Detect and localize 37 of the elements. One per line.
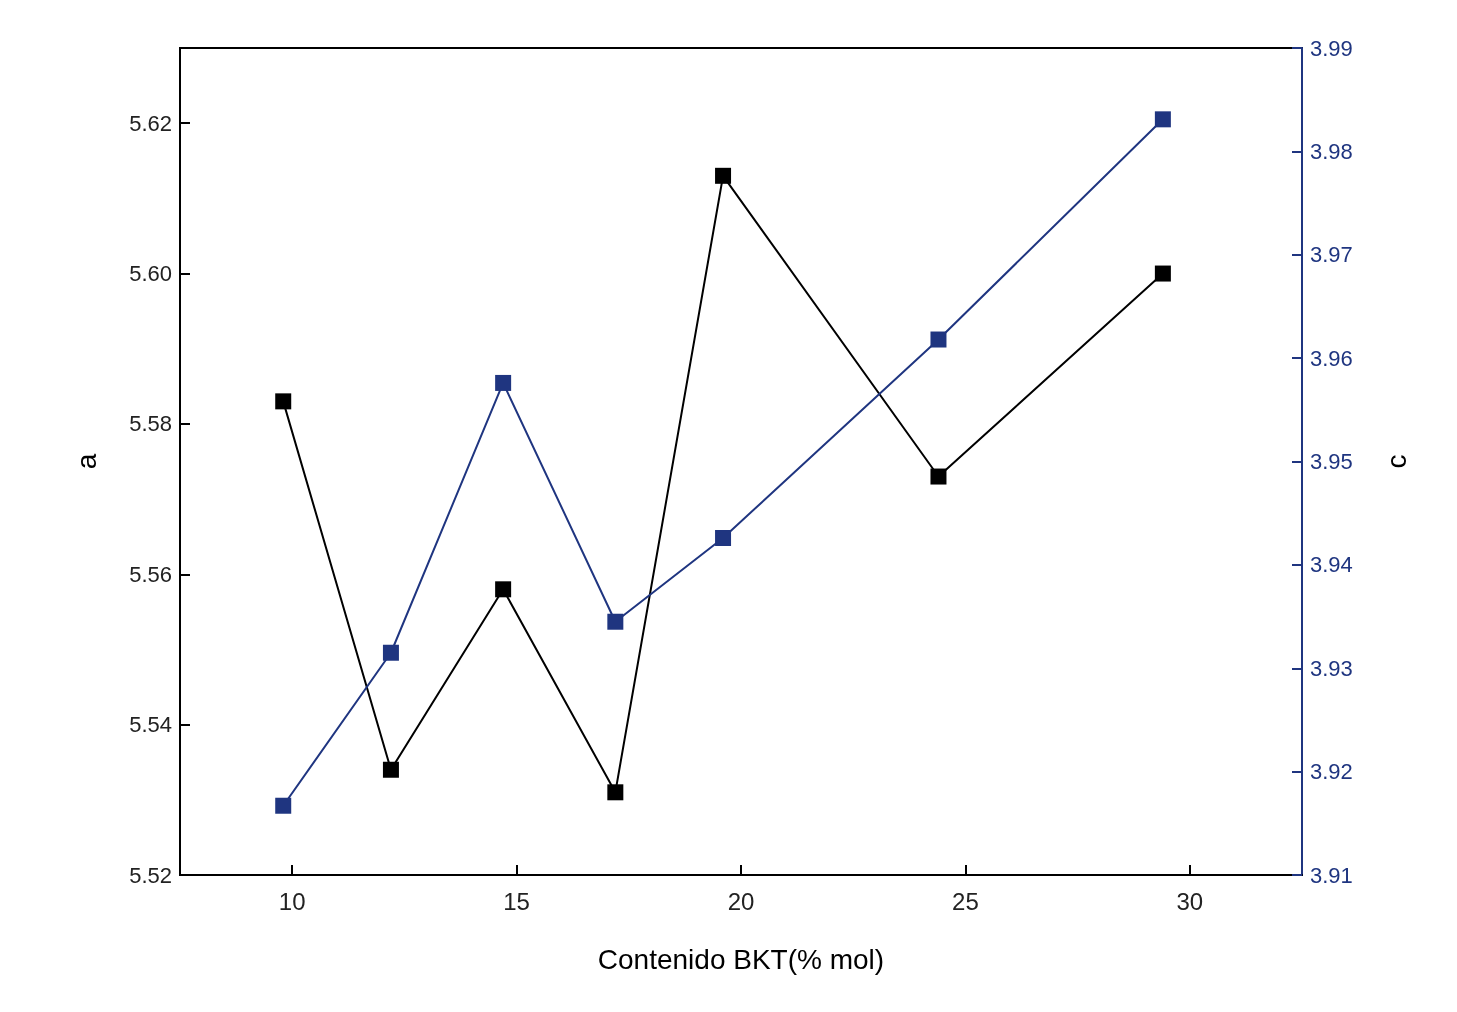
point	[1154, 265, 1171, 282]
x-tick-label: 10	[278, 887, 306, 915]
point	[382, 644, 399, 661]
point	[930, 468, 947, 485]
y-axis-title: a	[70, 453, 102, 470]
point	[607, 784, 624, 801]
x-axis-title: Contenido BKT(% mol)	[597, 943, 885, 975]
y2-tick-label: 3.96	[1310, 345, 1353, 371]
y-tick-label: 5.54	[129, 712, 172, 738]
point	[495, 581, 512, 598]
y2-tick-label: 3.99	[1310, 35, 1353, 61]
y2-tick-label: 3.91	[1310, 862, 1353, 888]
y2-axis-title: c	[1380, 454, 1412, 469]
x-tick-label: 20	[727, 887, 755, 915]
point	[382, 761, 399, 778]
y2-tick-label: 3.94	[1310, 552, 1353, 578]
point	[1154, 111, 1171, 128]
y2-tick-label: 3.95	[1310, 449, 1353, 474]
point	[715, 530, 732, 546]
y-tick-label: 5.60	[129, 261, 172, 287]
point	[275, 797, 292, 814]
y2-tick-label: 3.97	[1310, 242, 1353, 268]
y-tick-label: 5.62	[129, 110, 172, 136]
y-tick-label: 5.58	[129, 411, 172, 437]
x-tick-label: 15	[503, 887, 530, 915]
x-tick-label: 25	[952, 887, 979, 915]
y2-tick-label: 3.92	[1310, 759, 1353, 785]
y2-tick-label: 3.98	[1310, 138, 1353, 164]
point	[715, 167, 732, 184]
y-tick-label: 5.56	[129, 561, 172, 587]
y2-tick-label: 3.93	[1310, 655, 1353, 681]
point	[607, 613, 624, 630]
point	[930, 331, 947, 348]
y-tick-label: 5.52	[129, 862, 172, 888]
x-tick-label: 30	[1176, 887, 1204, 915]
point	[275, 393, 292, 410]
point	[495, 374, 512, 391]
